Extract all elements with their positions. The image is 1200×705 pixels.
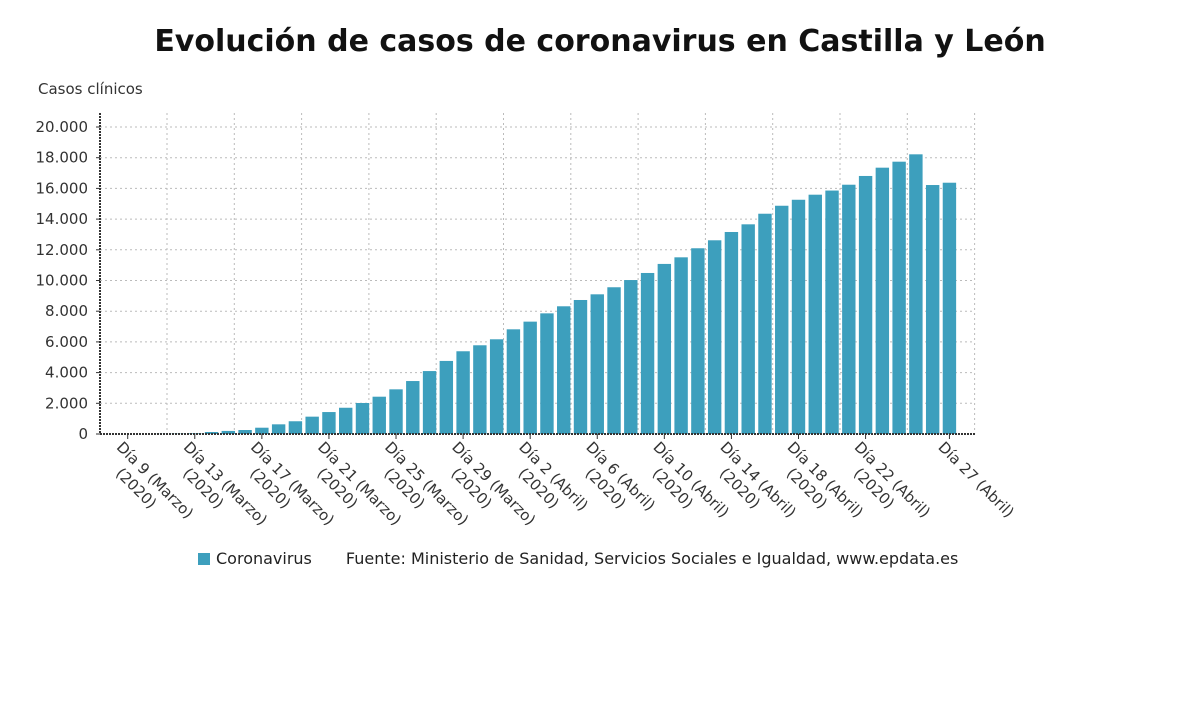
bar (791, 199, 806, 434)
bar (422, 371, 437, 434)
chart-title: Evolución de casos de coronavirus en Cas… (154, 24, 1046, 59)
bar (825, 190, 839, 434)
y-tick-label: 18.000 (36, 149, 89, 167)
bar (925, 185, 940, 434)
bar (909, 154, 923, 434)
y-tick-label: 6.000 (45, 333, 88, 351)
x-tick-label-text: Día 27 (Abril) (935, 438, 1018, 521)
bar (624, 280, 638, 434)
x-tick-label: Día 14 (Abril)(2020) (703, 438, 800, 535)
bar (640, 272, 655, 434)
x-tick-label-text: Día 22 (Abril)(2020) (837, 438, 934, 535)
bar (506, 329, 521, 434)
bar (255, 427, 269, 434)
x-tick-label-text: Día 18 (Abril)(2020) (770, 438, 867, 535)
bar (573, 299, 588, 434)
x-tick-label: Día 18 (Abril)(2020) (770, 438, 867, 535)
y-tick-label: 4.000 (45, 364, 88, 382)
x-tick-label-text: Día 14 (Abril)(2020) (703, 438, 800, 535)
bar (540, 313, 554, 434)
y-tick-label: 16.000 (36, 179, 89, 197)
bar (607, 287, 621, 434)
x-tick-label: Día 10 (Abril)(2020) (636, 438, 733, 535)
bar (707, 240, 722, 434)
legend-item-coronavirus[interactable]: Coronavirus (216, 549, 312, 568)
bar (355, 402, 370, 434)
x-tick-label-text: Día 6 (Abril)(2020) (569, 438, 659, 528)
bar (808, 194, 822, 434)
x-tick-label: Día 6 (Abril)(2020) (569, 438, 659, 528)
bar (271, 424, 286, 434)
bar (657, 263, 672, 434)
bar (557, 306, 571, 434)
source-note: Fuente: Ministerio de Sanidad, Servicios… (345, 549, 959, 568)
y-tick-label: 8.000 (45, 302, 88, 320)
legend-swatch (198, 552, 210, 565)
bar (875, 167, 890, 435)
bar (238, 430, 252, 434)
bar (456, 351, 470, 434)
legend: Coronavirus Fuente: Ministerio de Sanida… (198, 549, 958, 568)
bar (406, 381, 420, 434)
x-tick-label: Día 22 (Abril)(2020) (837, 438, 934, 535)
bar (590, 294, 604, 434)
bar (523, 321, 537, 434)
bar (942, 182, 957, 434)
bar (473, 345, 487, 434)
y-axis-label: Casos clínicos (38, 80, 143, 98)
bar (221, 430, 236, 434)
y-tick-label: 12.000 (36, 241, 89, 259)
y-tick-label: 20.000 (36, 118, 89, 136)
y-tick-label: 10.000 (36, 272, 89, 290)
bar (305, 416, 319, 434)
bar (339, 407, 353, 434)
y-tick-label: 0 (78, 425, 88, 443)
bar (691, 248, 705, 434)
bar (724, 231, 739, 434)
bar (489, 339, 504, 434)
bar (842, 184, 856, 434)
y-tick-label: 2.000 (45, 394, 88, 412)
bar (322, 412, 336, 434)
bar (775, 205, 789, 434)
bar (439, 360, 454, 434)
bar (758, 213, 772, 434)
x-tick-label-text: Día 10 (Abril)(2020) (636, 438, 733, 535)
bar (674, 257, 688, 434)
y-tick-label: 14.000 (36, 210, 89, 228)
bar (389, 389, 403, 434)
bar (288, 421, 303, 434)
x-tick-label: Día 27 (Abril) (935, 438, 1018, 521)
bar (741, 224, 755, 434)
bar (372, 396, 386, 434)
bar (858, 175, 873, 435)
bar (892, 161, 906, 435)
